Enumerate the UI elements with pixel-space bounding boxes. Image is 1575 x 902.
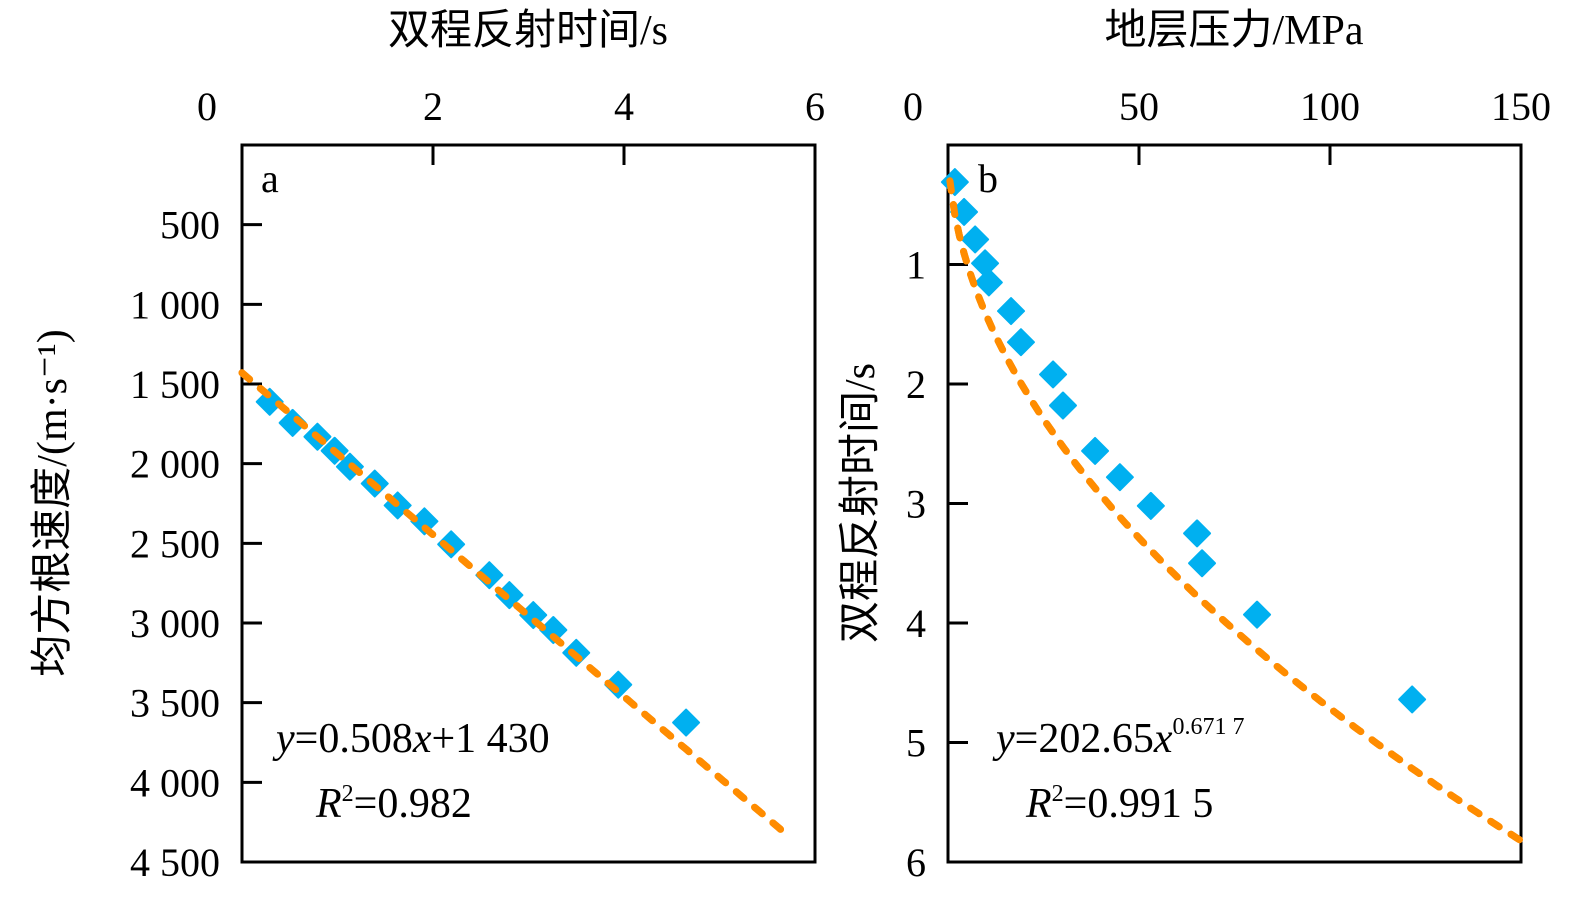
y-tick-label: 3 000 xyxy=(130,601,220,646)
data-point xyxy=(1243,600,1272,629)
x-tick-label: 0 xyxy=(903,84,923,129)
panel-b: 地层压力/MPa 双程反射时间/s 0 50 100 150 1 2 3 4 5 6 b y=2… xyxy=(838,8,1551,885)
data-point xyxy=(1048,391,1077,420)
panel-b-eq-y: y xyxy=(992,716,1015,762)
y-tick-label: 4 500 xyxy=(130,840,220,885)
data-point xyxy=(672,708,701,737)
panel-b-label: b xyxy=(978,156,998,201)
data-point xyxy=(1039,360,1068,389)
data-point xyxy=(997,297,1026,326)
y-tick-label: 3 500 xyxy=(130,681,220,726)
y-tick-label: 4 xyxy=(906,601,926,646)
x-tick-label: 6 xyxy=(805,84,825,129)
panel-a: 双程反射时间/s 均方根速度/(m·s⁻¹) 0 2 4 6 500 1 000 1 50… xyxy=(30,8,825,885)
x-tick-label: 100 xyxy=(1300,84,1360,129)
data-point xyxy=(475,561,504,590)
panel-b-frame xyxy=(946,143,1523,864)
panel-a-eq-y: y xyxy=(272,716,295,762)
y-tick-label: 2 xyxy=(906,362,926,407)
panel-b-eq-rest: =202.65 xyxy=(1015,716,1154,762)
panel-a-eq-tail: +1 430 xyxy=(432,716,550,762)
y-tick-label: 6 xyxy=(906,840,926,885)
fit-curve xyxy=(946,177,1525,845)
panel-a-x-axis-title: 双程反射时间/s xyxy=(388,8,668,54)
x-tick-label: 0 xyxy=(197,84,217,129)
y-tick-label: 4 000 xyxy=(130,760,220,805)
panel-a-r2: R2=0.982 xyxy=(315,781,472,827)
y-tick-label: 1 000 xyxy=(130,282,220,327)
y-tick-label: 1 500 xyxy=(130,362,220,407)
data-point xyxy=(1183,519,1212,548)
panel-a-equation: y=0.508x+1 430 xyxy=(272,716,550,762)
panel-b-points xyxy=(940,168,1525,845)
data-point xyxy=(1398,685,1427,714)
y-tick-label: 5 xyxy=(906,721,926,766)
data-point xyxy=(1081,436,1110,465)
panel-a-label: a xyxy=(261,156,279,201)
panel-b-r2: R2=0.991 5 xyxy=(1025,781,1213,827)
data-point xyxy=(437,530,466,559)
panel-b-r2-R: R xyxy=(1025,781,1052,827)
y-tick-label: 1 xyxy=(906,243,926,288)
y-tick-label: 3 xyxy=(906,482,926,527)
data-point xyxy=(1006,328,1035,357)
panel-a-eq-rest: =0.508 xyxy=(295,716,413,762)
data-point xyxy=(961,225,990,254)
data-point xyxy=(1136,491,1165,520)
panel-b-r2-value: =0.991 5 xyxy=(1064,781,1214,827)
panel-b-y-axis-title: 双程反射时间/s xyxy=(838,363,884,643)
y-tick-label: 2 000 xyxy=(130,442,220,487)
panel-b-r2-sup: 2 xyxy=(1052,781,1064,807)
panel-a-r2-R: R xyxy=(315,781,342,827)
panel-b-equation: y=202.65x0.671 7 xyxy=(992,714,1245,762)
x-tick-label: 50 xyxy=(1119,84,1159,129)
panel-b-x-ticks: 0 50 100 150 xyxy=(903,84,1551,165)
panel-b-y-ticks: 1 2 3 4 5 6 xyxy=(906,243,968,885)
panel-a-frame xyxy=(240,143,817,864)
y-tick-label: 2 500 xyxy=(130,521,220,566)
panel-b-x-axis-title: 地层压力/MPa xyxy=(1104,8,1363,54)
x-tick-label: 2 xyxy=(423,84,443,129)
x-tick-label: 150 xyxy=(1491,84,1551,129)
panel-b-eq-sup: 0.671 7 xyxy=(1173,714,1245,740)
panel-a-points xyxy=(238,369,790,838)
fit-curve xyxy=(238,369,790,838)
panel-b-eq-x: x xyxy=(1153,716,1173,762)
x-tick-label: 4 xyxy=(614,84,634,129)
panel-a-eq-x: x xyxy=(412,716,432,762)
data-point xyxy=(974,268,1003,297)
panel-a-r2-value: =0.982 xyxy=(354,781,472,827)
panel-a-r2-sup: 2 xyxy=(342,781,354,807)
data-point xyxy=(940,168,969,197)
panel-a-y-ticks: 500 1 000 1 500 2 000 2 500 3 000 3 500 4 000 4 … xyxy=(130,203,262,885)
panel-a-x-ticks: 0 2 4 6 xyxy=(197,84,825,165)
y-tick-label: 500 xyxy=(160,203,220,248)
data-point xyxy=(1105,463,1134,492)
data-point xyxy=(1188,549,1217,578)
panel-a-y-axis-title: 均方根速度/(m·s⁻¹) xyxy=(30,329,76,676)
